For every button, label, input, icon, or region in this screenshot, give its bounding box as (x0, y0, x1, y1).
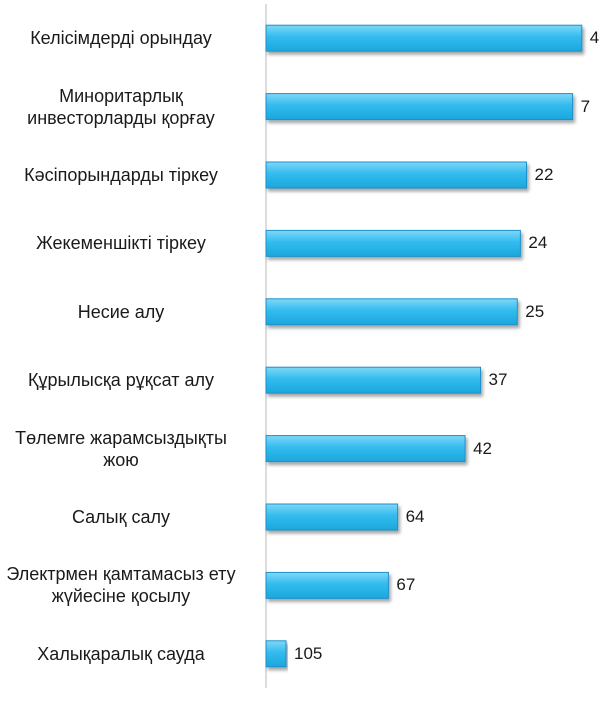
category-label-line: Несие алу (77, 301, 165, 322)
bar-9 (265, 640, 287, 668)
category-label-9: Халықаралық сауда (0, 643, 246, 665)
bar-7 (265, 503, 399, 531)
category-label-line: жүйесіне қосылу (51, 586, 191, 607)
value-label-7: 64 (405, 507, 425, 526)
category-label-line: Халықаралық сауда (37, 643, 205, 664)
value-label-4: 25 (525, 301, 545, 321)
bar-5 (265, 366, 481, 394)
category-label-2: Кәсіпорындарды тіркеу (0, 164, 246, 186)
value-label-6: 42 (473, 438, 493, 458)
bar-6 (265, 435, 466, 463)
bar-2 (265, 161, 527, 189)
category-label-8: Электрмен қамтамасыз ету жүйесіне қосылу (0, 563, 246, 607)
category-label-line: Салық салу (71, 507, 171, 527)
category-label-7: Салық салу (0, 506, 246, 528)
value-label-1: 7 (580, 96, 591, 116)
category-label-line: инвесторларды қорғау (27, 107, 215, 128)
category-label-0: Келісімдерді орындау (0, 27, 246, 49)
category-label-line: Миноритарлық (59, 85, 183, 106)
bar-1 (265, 93, 574, 121)
category-label-4: Несие алу (0, 301, 246, 323)
value-label-9: 105 (294, 643, 323, 663)
category-label-5: Құрылысқа рұқсат алу (0, 369, 246, 391)
value-label-8: 67 (396, 575, 416, 595)
category-label-line: Төлемге жарамсыздықты (15, 427, 227, 448)
category-label-line: Жекеменшікті тіркеу (36, 233, 206, 254)
bar-0 (265, 24, 583, 52)
category-label-line: жою (103, 449, 139, 470)
bar-8 (265, 571, 389, 599)
category-label-3: Жекеменшікті тіркеу (0, 232, 246, 254)
category-label-6: Төлемге жарамсыздықты жою (0, 427, 246, 471)
category-label-line: Кәсіпорындарды тіркеу (24, 165, 218, 185)
category-label-line: Құрылысқа рұқсат алу (27, 370, 215, 391)
category-label-line: Келісімдерді орындау (30, 28, 212, 49)
bar-3 (265, 229, 521, 257)
category-label-line: Электрмен қамтамасыз ету (6, 564, 236, 585)
value-label-3: 24 (528, 233, 548, 253)
bar-4 (265, 298, 518, 326)
value-label-5: 37 (488, 370, 508, 390)
value-label-2: 22 (534, 165, 554, 184)
category-label-1: Миноритарлық инвесторларды қорғау (0, 85, 246, 129)
value-label-0: 4 (589, 28, 600, 48)
